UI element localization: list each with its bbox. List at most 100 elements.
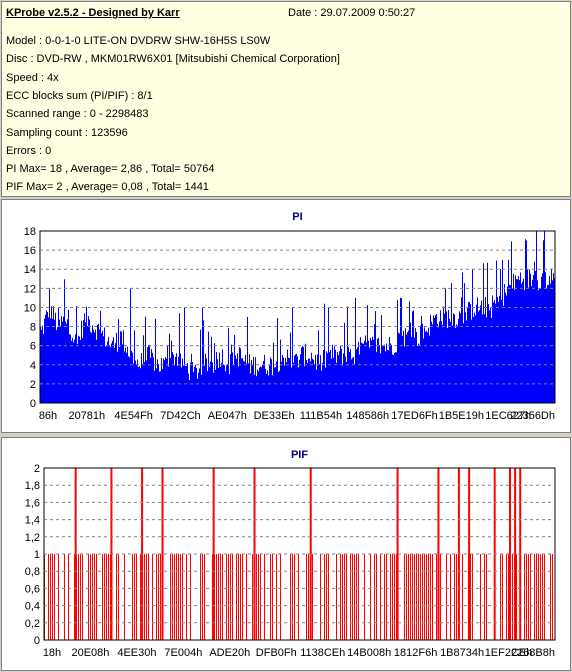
- pi-bar: [523, 278, 524, 403]
- pi-bar: [366, 342, 367, 403]
- pif-bar: [526, 554, 527, 640]
- pi-bar: [307, 363, 308, 403]
- pi-bar: [175, 356, 176, 403]
- pi-bar: [199, 368, 200, 403]
- pi-bar: [494, 300, 495, 403]
- pi-bar: [321, 370, 322, 403]
- pif-bar: [152, 554, 153, 640]
- pi-bar: [111, 343, 112, 403]
- pif-bar: [374, 554, 375, 640]
- pi-bar: [219, 352, 220, 403]
- pi-bar: [535, 271, 536, 403]
- pi-bar: [460, 313, 461, 403]
- pi-bar: [310, 361, 311, 403]
- info-model: Model : 0-0-1-0 LITE-ON DVDRW SHW-16H5S …: [6, 35, 271, 47]
- pif-bar: [312, 554, 313, 640]
- pi-bar: [297, 356, 298, 403]
- pi-bar: [376, 351, 377, 403]
- pif-bar: [516, 554, 517, 640]
- pi-bar: [340, 345, 341, 403]
- pi-bar: [396, 352, 397, 403]
- pi-bar: [378, 337, 379, 403]
- pi-bar: [96, 339, 97, 403]
- pi-plot-frame: [39, 230, 556, 404]
- pi-bar: [274, 367, 275, 403]
- pif-bar: [148, 554, 149, 640]
- pif-bar: [82, 554, 83, 640]
- pi-chart: PI 0 2 4 6 8 10 12 14 16 18 86h 20781h 4E54Fh 7D42Ch AE…: [24, 211, 556, 422]
- pi-bar: [169, 333, 170, 403]
- pi-bar: [425, 331, 426, 403]
- pif-bar: [426, 554, 427, 640]
- pi-bar: [160, 371, 161, 403]
- pi-bar: [350, 349, 351, 403]
- info-pi-stats: PI Max= 18 , Average= 2,86 , Total= 5076…: [6, 163, 215, 175]
- pi-bar: [149, 344, 150, 403]
- pi-bar: [181, 367, 182, 403]
- pi-bar: [113, 337, 114, 403]
- pi-bar: [515, 275, 516, 403]
- pi-bar: [405, 328, 406, 403]
- x-tick-label: 20E08h: [71, 647, 109, 659]
- pi-bar: [287, 349, 288, 403]
- pi-bar: [514, 289, 515, 403]
- pi-bar: [348, 347, 349, 403]
- pi-bar: [167, 345, 168, 403]
- pi-bar: [365, 335, 366, 403]
- pi-bar: [134, 330, 135, 403]
- pi-bar: [530, 274, 531, 403]
- pi-bar: [221, 362, 222, 403]
- pif-bar: [116, 554, 117, 640]
- pif-series: [44, 468, 553, 640]
- pi-bar: [98, 323, 99, 403]
- pi-bar: [510, 285, 511, 403]
- pi-bar: [449, 318, 450, 403]
- pi-bar: [395, 352, 396, 403]
- info-errors: Errors : 0: [6, 145, 52, 157]
- pi-bar: [303, 347, 304, 403]
- pi-bar: [276, 361, 277, 403]
- pi-bar: [222, 349, 223, 403]
- x-tick-label: 17ED6Fh: [391, 410, 437, 422]
- pif-bar: [470, 554, 471, 640]
- pi-bar: [95, 329, 96, 403]
- pi-bar: [209, 366, 210, 403]
- pi-bar: [168, 366, 169, 403]
- pi-bar: [131, 350, 132, 403]
- pif-bar: [58, 554, 59, 640]
- pif-bar: [88, 554, 89, 640]
- pif-bar: [544, 554, 545, 640]
- pi-bar: [128, 356, 129, 403]
- pif-bar: [320, 554, 321, 640]
- x-tick-label: 1EC627h: [485, 410, 531, 422]
- pi-bar: [524, 290, 525, 403]
- pi-bar: [289, 358, 290, 403]
- pi-bar: [65, 321, 66, 403]
- pi-bar: [102, 330, 103, 403]
- pi-bar: [394, 352, 395, 403]
- pi-bar: [431, 321, 432, 403]
- pi-bar: [465, 312, 466, 403]
- pi-bar: [322, 362, 323, 403]
- pif-bar: [140, 554, 141, 640]
- pi-bar: [61, 316, 62, 403]
- pi-bar: [509, 284, 510, 403]
- pi-bar: [384, 344, 385, 403]
- pif-bar: [298, 554, 299, 640]
- pif-bar: [542, 554, 543, 640]
- y-tick-label: 14: [24, 264, 36, 276]
- pi-bar: [277, 318, 278, 403]
- pi-bar: [291, 367, 292, 403]
- pif-bar: [370, 554, 371, 640]
- pi-bar: [208, 331, 209, 403]
- pi-bar: [104, 327, 105, 403]
- pi-bar: [441, 320, 442, 403]
- pi-bar: [63, 316, 64, 403]
- pi-bar: [480, 305, 481, 403]
- pi-bar: [267, 370, 268, 403]
- pi-bar: [525, 239, 526, 403]
- pi-bar: [137, 359, 138, 403]
- pif-bar: [390, 554, 391, 640]
- pi-bar: [392, 354, 393, 403]
- y-tick-label: 18: [24, 226, 36, 238]
